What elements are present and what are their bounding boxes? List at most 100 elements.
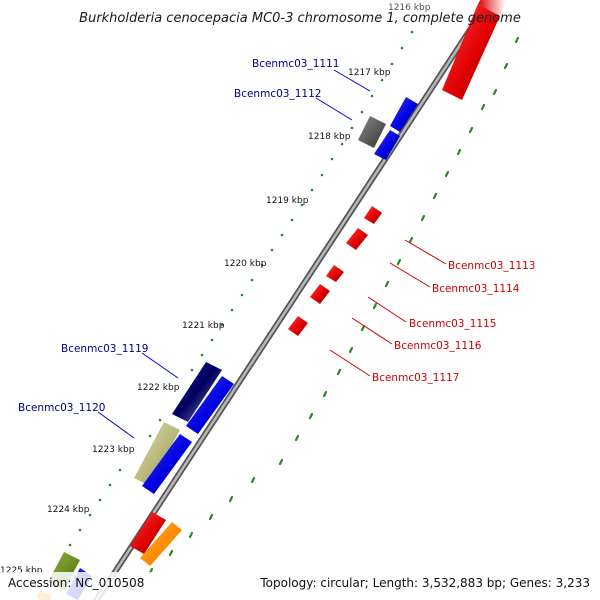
gene-label-1116[interactable]: Bcenmc03_1116 xyxy=(394,340,482,352)
outer-ring-dot xyxy=(290,218,294,222)
outer-ring-dot xyxy=(88,513,92,517)
inner-ring-dash xyxy=(432,192,438,200)
callout-1113 xyxy=(404,239,447,265)
inner-ring-dash xyxy=(420,214,426,222)
gene-arrow-1114[interactable] xyxy=(346,228,368,250)
outer-ring-dot xyxy=(98,498,102,502)
footer-background xyxy=(0,572,600,600)
kbp-tick: 1217 kbp xyxy=(348,68,391,78)
inner-dashed-ring xyxy=(126,36,520,591)
kbp-tick: 1218 kbp xyxy=(308,132,351,142)
inner-ring-dash xyxy=(396,258,402,266)
outer-ring-dot xyxy=(148,434,152,438)
gene-arrow-1116[interactable] xyxy=(310,284,330,304)
inner-ring-dash xyxy=(408,236,414,244)
inner-ring-dash xyxy=(360,324,366,332)
gene-arrow-orange[interactable] xyxy=(140,522,182,566)
kbp-tick: 1223 kbp xyxy=(92,445,135,455)
outer-dotted-ring xyxy=(68,30,414,547)
outer-ring-dot xyxy=(240,293,244,297)
inner-ring-dash xyxy=(456,148,462,156)
outer-ring-dot xyxy=(390,62,394,66)
outer-ring-dot xyxy=(200,353,204,357)
kbp-tick: 1219 kbp xyxy=(266,196,309,206)
outer-ring-dot xyxy=(320,173,324,177)
inner-ring-dash xyxy=(188,531,194,539)
outer-ring-dot xyxy=(370,94,374,98)
gene-arrow-blue-pair-b[interactable] xyxy=(142,434,192,494)
callout-1115 xyxy=(367,296,407,323)
inner-ring-dash xyxy=(372,302,378,310)
kbp-tick: 1224 kbp xyxy=(47,505,90,515)
outer-ring-dot xyxy=(118,468,122,472)
inner-ring-dash xyxy=(250,476,256,484)
callout-1114 xyxy=(389,262,431,288)
gene-label-1119[interactable]: Bcenmc03_1119 xyxy=(61,343,148,355)
kbp-tick: 1222 kbp xyxy=(137,383,180,393)
gene-arrow-blue-inner[interactable] xyxy=(374,130,400,160)
outer-ring-dot xyxy=(220,323,224,327)
outer-ring-dot xyxy=(380,78,384,82)
gene-arrow-blue-pair-a[interactable] xyxy=(186,376,234,434)
outer-ring-dot xyxy=(310,188,314,192)
gene-label-1112[interactable]: Bcenmc03_1112 xyxy=(234,88,321,100)
callout-1111 xyxy=(333,69,371,92)
gene-label-1114[interactable]: Bcenmc03_1114 xyxy=(432,283,520,295)
gene-arrow-1117[interactable] xyxy=(288,316,308,336)
callout-1119 xyxy=(141,352,179,379)
inner-ring-dash xyxy=(208,513,214,521)
gene-arrow-1120[interactable] xyxy=(134,422,180,486)
outer-ring-dot xyxy=(280,233,284,237)
gene-arrow-1115[interactable] xyxy=(326,265,344,282)
gene-arrow-1112[interactable] xyxy=(358,116,386,148)
gene-arrow-red-lower[interactable] xyxy=(130,512,166,554)
accession-text: Accession: NC_010508 xyxy=(8,576,144,590)
gene-label-1113[interactable]: Bcenmc03_1113 xyxy=(448,260,535,272)
outer-ring-dot xyxy=(340,142,344,146)
outer-ring-dot xyxy=(230,308,234,312)
outer-ring-dot xyxy=(350,126,354,130)
inner-ring-dash xyxy=(336,368,342,376)
inner-ring-dash xyxy=(444,170,450,178)
inner-ring-dash xyxy=(348,346,354,354)
inner-ring-dash xyxy=(168,549,174,557)
topology-summary: Topology: circular; Length: 3,532,883 bp… xyxy=(259,576,590,590)
kbp-tick: 1221 kbp xyxy=(182,321,225,331)
gene-label-1111[interactable]: Bcenmc03_1111 xyxy=(252,58,339,70)
inner-ring-dash xyxy=(503,62,509,70)
gene-arrow-1113[interactable] xyxy=(364,206,382,224)
gene-arrow-red[interactable] xyxy=(442,4,500,100)
kbp-tick: 1216 kbp xyxy=(388,3,431,13)
inner-ring-dash xyxy=(480,103,486,111)
outer-ring-dot xyxy=(190,368,194,372)
outer-ring-dot xyxy=(210,338,214,342)
gene-label-1120[interactable]: Bcenmc03_1120 xyxy=(18,402,105,414)
gene-labels: Bcenmc03_1111 Bcenmc03_1112 Bcenmc03_111… xyxy=(18,58,535,414)
inner-ring-dash xyxy=(468,126,474,134)
inner-ring-dash xyxy=(228,495,234,503)
inner-ring-dash xyxy=(322,390,328,398)
gene-arrow-1111[interactable] xyxy=(390,97,418,132)
inner-ring-dash xyxy=(492,88,498,96)
map-title: Burkholderia cenocepacia MC0-3 chromosom… xyxy=(79,11,521,26)
outer-ring-dot xyxy=(270,248,274,252)
outer-ring-dot xyxy=(68,543,72,547)
outer-ring-dot xyxy=(250,278,254,282)
kbp-tick: 1220 kbp xyxy=(224,259,267,269)
outer-ring-dot xyxy=(158,418,162,422)
outer-ring-dot xyxy=(410,30,414,34)
callout-1112 xyxy=(315,97,353,121)
callout-lines xyxy=(97,69,447,439)
gene-arrow-red-tip[interactable] xyxy=(478,0,506,16)
outer-ring-dot xyxy=(300,203,304,207)
outer-ring-dot xyxy=(78,528,82,532)
gene-arrow-1119[interactable] xyxy=(172,362,222,422)
inner-ring-dash xyxy=(294,434,300,442)
gene-label-1117[interactable]: Bcenmc03_1117 xyxy=(372,372,459,384)
gene-label-1115[interactable]: Bcenmc03_1115 xyxy=(409,318,496,330)
outer-ring-dot xyxy=(260,263,264,267)
outer-ring-dot xyxy=(108,483,112,487)
inner-ring-dash xyxy=(278,458,284,466)
callout-1116 xyxy=(351,317,393,345)
